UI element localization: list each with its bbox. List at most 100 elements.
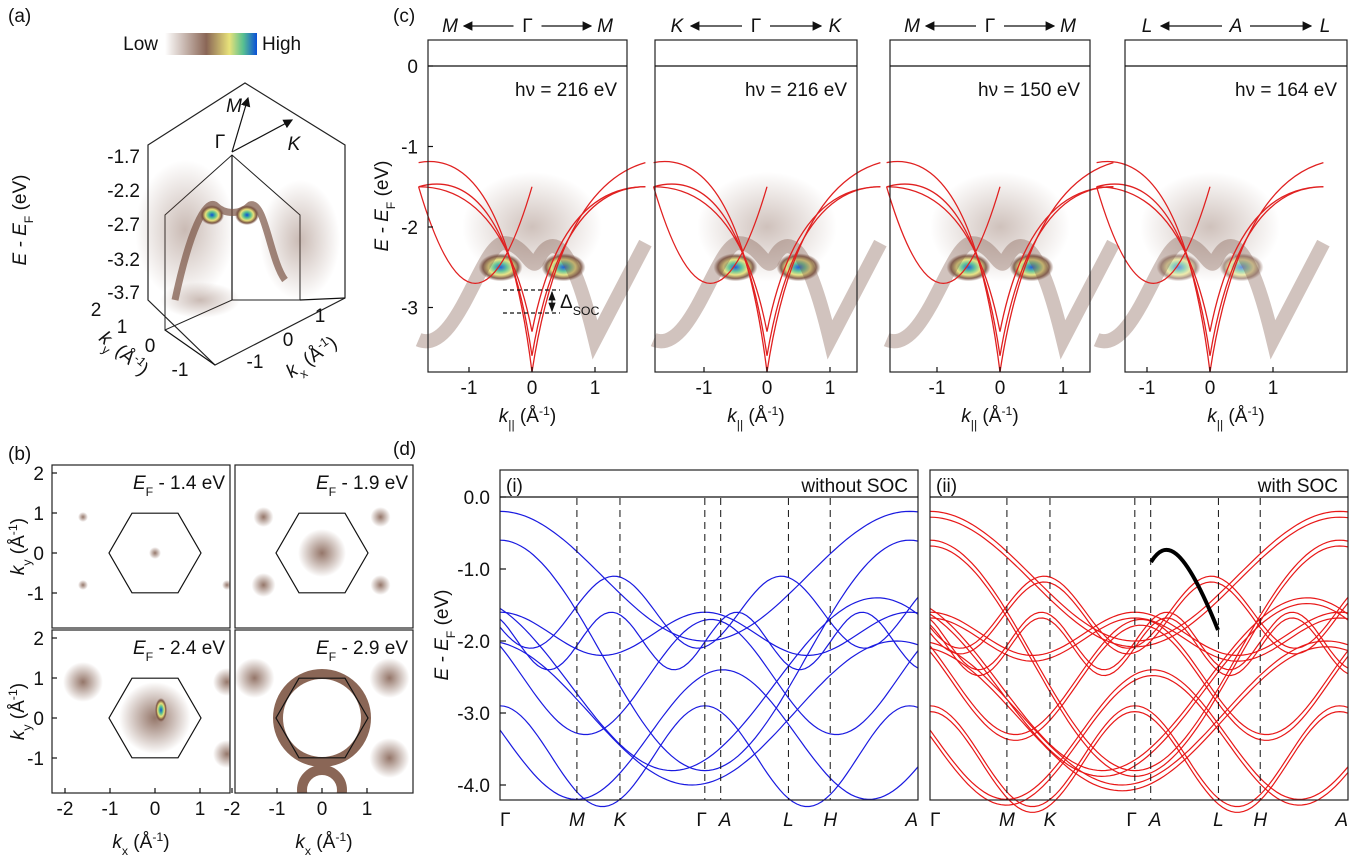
intensity-haze (160, 282, 240, 318)
cec-map (251, 507, 391, 597)
label-part: F (444, 630, 458, 638)
calc-band (418, 186, 646, 332)
intensity-haze (135, 160, 235, 300)
intensity-spot (149, 547, 161, 559)
label-part: (eV) (10, 175, 31, 216)
direction-label: M (1060, 16, 1076, 37)
band-intensity (883, 236, 1120, 360)
tick-label: -2.0 (457, 632, 490, 653)
label-part: F (22, 215, 36, 223)
k-point: Γ (215, 132, 225, 153)
band (929, 669, 1349, 801)
tick-label: 1 (825, 378, 836, 399)
tick-label: 1 (33, 669, 44, 690)
k-point: L (1213, 810, 1224, 831)
intensity-spot (213, 668, 230, 696)
image-frame (1124, 39, 1348, 373)
direction-label: M (904, 16, 920, 37)
intensity-spot (369, 658, 410, 698)
subpanel-tag: (i) (506, 476, 523, 497)
image-frame (654, 39, 858, 373)
cec-map (235, 658, 410, 793)
intensity-peak (235, 205, 259, 225)
tick-label: 1 (33, 504, 44, 525)
axis-title: E - EF (eV) (372, 161, 398, 252)
band (929, 617, 1349, 662)
label-part: (Å (1223, 406, 1248, 427)
tick-label: 0 (1205, 378, 1216, 399)
band (929, 705, 1349, 808)
tick-label: -1 (269, 799, 286, 820)
label-part: (Å (8, 700, 29, 725)
band (499, 705, 919, 808)
tick-label: -1 (401, 138, 418, 159)
direction-label: L (1142, 16, 1153, 37)
axis-title: k|| (Å-1) (727, 404, 785, 432)
tick-label: 1 (195, 799, 206, 820)
band (929, 516, 1349, 648)
direction-label: L (1320, 16, 1331, 37)
label-part: -1 (767, 404, 778, 418)
axis-arrow (231, 119, 294, 153)
label-part: ) (8, 518, 29, 524)
map-frame (234, 464, 414, 629)
label-part: -1 (6, 524, 20, 535)
image-frame (427, 39, 628, 373)
label-part: ) (163, 832, 169, 853)
label-part: F (146, 485, 154, 499)
label-part: E - E (10, 223, 31, 266)
energy-label: EF - 1.4 eV (133, 473, 225, 499)
band (929, 575, 1349, 649)
tick-label: -1 (27, 749, 44, 770)
panel-label: (d) (393, 439, 416, 460)
tick-label: -3.0 (457, 704, 490, 725)
band-intensity (1093, 236, 1330, 360)
calc-band (1096, 183, 1324, 356)
label-part: F (329, 485, 337, 499)
subpanel-note: with SOC (1257, 476, 1338, 497)
label-part: -1 (1001, 404, 1012, 418)
intensity-spot (253, 507, 274, 527)
tick-label: 0 (145, 336, 156, 357)
tick-label: 1 (315, 306, 326, 327)
label-part: k (8, 564, 29, 575)
label-part: k (499, 406, 510, 427)
band-intensity (171, 201, 288, 301)
axis-title: k|| (Å-1) (1207, 404, 1265, 432)
label-part: E - E (372, 209, 393, 252)
label-part: (eV) (432, 590, 453, 631)
band (929, 611, 1349, 671)
calc-band (653, 183, 881, 356)
k-point: M (226, 96, 242, 117)
label-part: || (508, 418, 514, 432)
intensity-spot (78, 512, 88, 522)
panel-label: (a) (8, 6, 31, 27)
label-part: k (112, 832, 123, 853)
energy-label: EF - 1.9 eV (316, 473, 408, 499)
label-part: y (20, 724, 34, 731)
direction-label: M (597, 16, 613, 37)
label-part: E - E (432, 638, 453, 681)
band (929, 611, 1349, 656)
band (929, 617, 1349, 677)
cec-map (78, 512, 230, 590)
label-part: -1 (152, 830, 163, 844)
intensity-spot (213, 740, 230, 768)
label-part: Δ (560, 292, 573, 313)
band (929, 581, 1349, 655)
tick-label: 0 (407, 57, 418, 78)
calc-band (886, 183, 1114, 356)
label-part: F (329, 650, 337, 664)
tick-label: 1 (1268, 378, 1279, 399)
k-point: A (718, 810, 732, 831)
calc-band (653, 186, 881, 332)
label-part: SOC (573, 304, 600, 318)
label-part: - 2.4 eV (153, 638, 225, 659)
label-part: (Å (128, 832, 153, 853)
label-part: ) (8, 683, 29, 689)
subpanel-tag: (ii) (936, 476, 957, 497)
band-intensity (650, 236, 887, 360)
label-part: -1 (335, 830, 346, 844)
k-point: H (823, 810, 837, 831)
label-part: - 1.4 eV (153, 473, 225, 494)
